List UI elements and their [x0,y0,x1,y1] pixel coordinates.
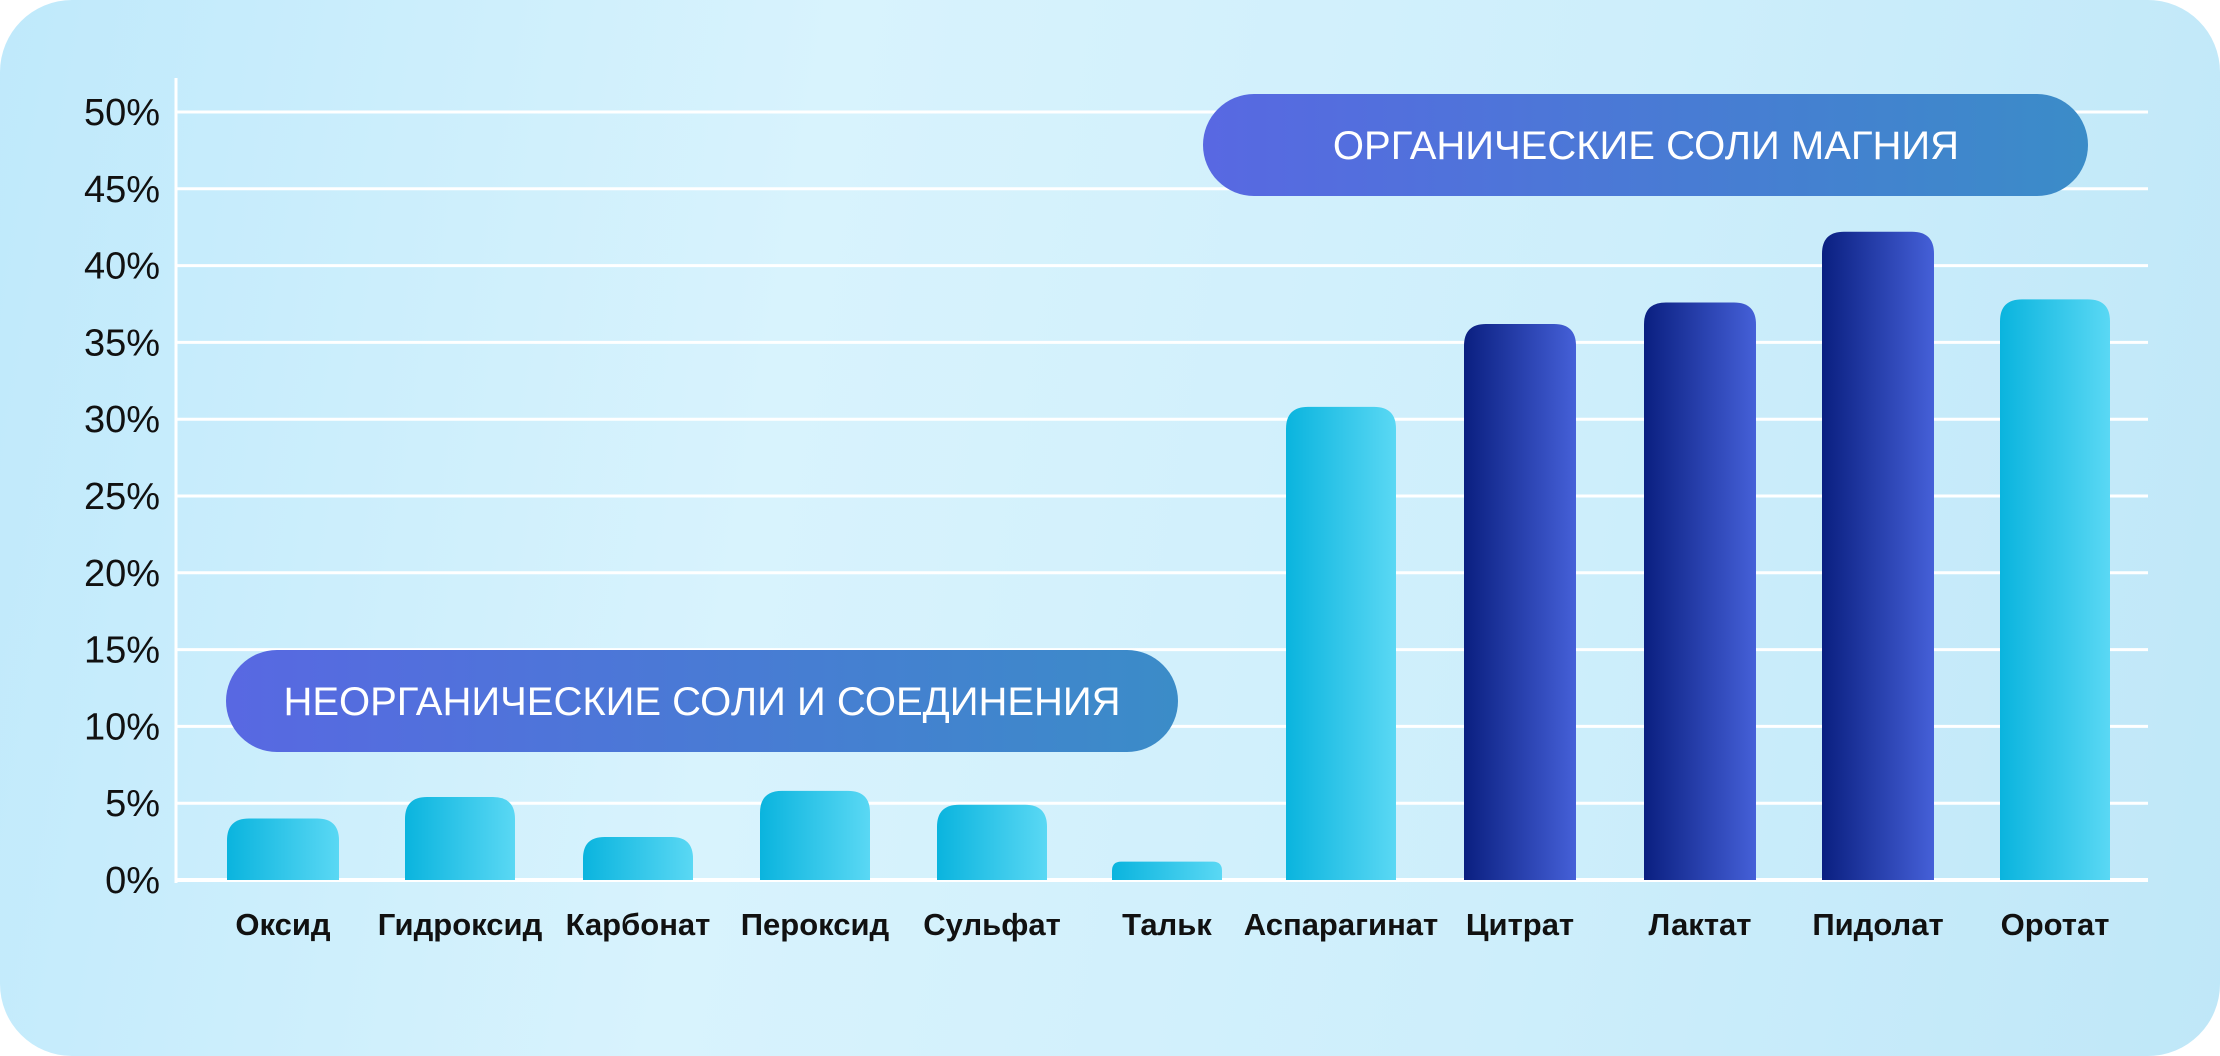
group-label-inorganic: НЕОРГАНИЧЕСКИЕ СОЛИ И СОЕДИНЕНИЯ [283,680,1120,724]
x-tick-label: Оксид [235,907,331,942]
y-tick-labels: 0% 5% 10% 15% 20% 25% 30% 35% 40% 45% 50% [84,92,160,902]
bar [583,836,693,880]
y-tick-label: 30% [84,399,160,441]
x-tick-labels: Оксид Гидроксид Карбонат Пероксид Сульфат Тал… [235,907,2109,942]
x-tick-label: Пидолат [1812,907,1943,942]
y-tick-label: 45% [84,169,160,211]
bar [227,818,339,880]
bar [2000,299,2110,881]
y-tick-label: 15% [84,630,160,672]
bar [760,790,870,880]
x-tick-label: Карбонат [566,907,711,942]
x-tick-label: Цитрат [1466,907,1574,942]
bar [1644,302,1756,880]
group-badge-organic: ОРГАНИЧЕСКИЕ СОЛИ МАГНИЯ [1203,94,2088,196]
x-tick-label: Гидроксид [378,907,543,942]
bar [1464,323,1576,880]
x-tick-label: Тальк [1122,907,1212,942]
y-tick-label: 25% [84,476,160,518]
bar [937,804,1047,880]
bar [1286,406,1396,880]
y-tick-label: 40% [84,246,160,288]
bar [405,797,515,880]
bar [1822,231,1934,881]
y-tick-label: 35% [84,322,160,364]
y-tick-label: 10% [84,706,160,748]
x-tick-label: Лактат [1649,907,1752,942]
group-badge-inorganic-bg [226,650,1178,752]
y-tick-label: 50% [84,92,160,134]
group-label-organic: ОРГАНИЧЕСКИЕ СОЛИ МАГНИЯ [1333,124,1959,168]
bar [1112,861,1222,880]
y-tick-label: 0% [105,860,160,902]
y-tick-label: 5% [105,783,160,825]
bars [227,231,2110,881]
x-tick-label: Оротат [2001,907,2110,942]
group-badge-organic-bg [1203,94,2088,196]
y-tick-label: 20% [84,553,160,595]
x-tick-label: Пероксид [741,907,890,942]
group-badge-inorganic: НЕОРГАНИЧЕСКИЕ СОЛИ И СОЕДИНЕНИЯ [226,650,1178,752]
x-tick-label: Сульфат [923,907,1061,942]
x-tick-label: Аспарагинат [1244,907,1438,942]
